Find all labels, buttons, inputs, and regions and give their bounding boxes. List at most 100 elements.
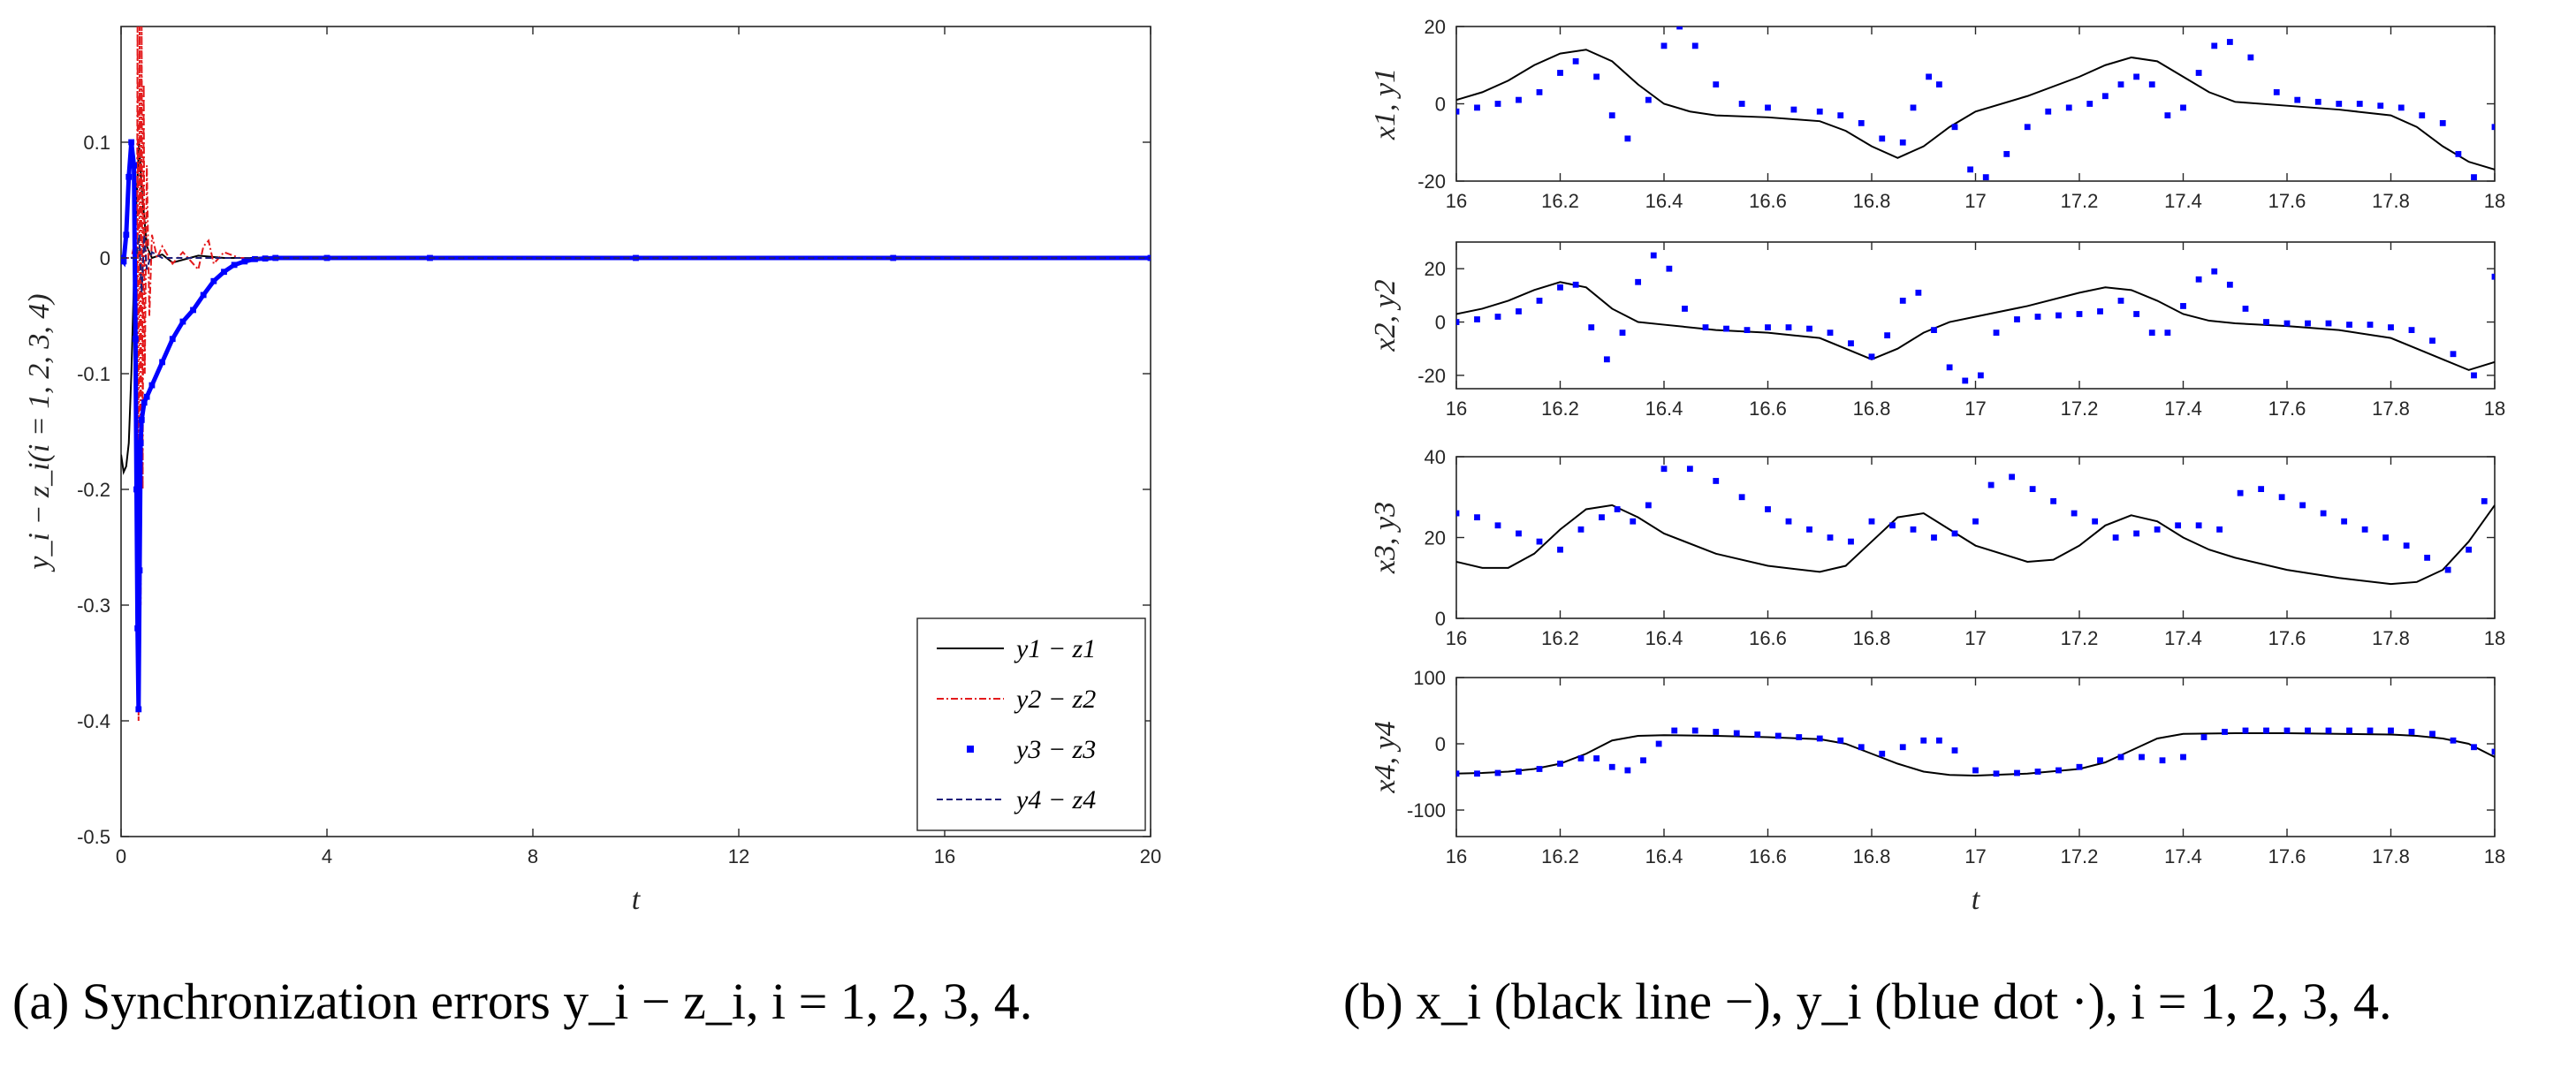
data-point xyxy=(2195,70,2202,76)
x-tick-label: 16.8 xyxy=(1853,398,1891,420)
x-tick-label: 16.4 xyxy=(1645,845,1683,867)
data-point xyxy=(1494,101,1501,107)
data-point xyxy=(2065,104,2072,111)
data-point xyxy=(1816,735,1823,742)
data-point xyxy=(1645,502,1652,509)
y-axis-label: x2, y2 xyxy=(1369,279,1402,352)
caption-a: (a) Synchronization errors y_i − z_i, i … xyxy=(12,973,1033,1030)
x-tick-label: 17.6 xyxy=(2268,627,2306,649)
x-tick-label: 16.6 xyxy=(1749,845,1787,867)
data-point xyxy=(1557,761,1563,767)
data-point xyxy=(2237,489,2244,496)
data-point xyxy=(2471,372,2477,379)
chart-x2-y2: 16 16.2 16.4 16.6 16.8 17 17.2 17.4 17.6 17.8 18 -2… xyxy=(1369,241,2505,420)
data-point xyxy=(2226,39,2233,45)
x-tick-label: 16.4 xyxy=(1645,627,1683,649)
data-point xyxy=(2195,522,2202,529)
data-point xyxy=(2242,727,2249,734)
chart-synchronization-errors: 0 4 8 12 16 20 -0.5 -0.4 -0.3 -0.2 -0.1 0 0.1 y_i − z… xyxy=(23,26,1161,916)
data-point xyxy=(1993,329,2000,337)
data-point xyxy=(2491,273,2495,280)
legend-item: y1 − z1 xyxy=(937,634,1096,663)
data-point xyxy=(1935,737,1942,744)
legend-label: y1 − z1 xyxy=(1014,634,1096,663)
data-point xyxy=(1650,252,1657,259)
data-point xyxy=(1962,377,1969,384)
y-tick-label: 0 xyxy=(1435,94,1446,116)
data-point xyxy=(2003,150,2010,157)
data-point xyxy=(1603,356,1610,363)
data-point xyxy=(1889,522,1896,529)
y-tick-label: -0.2 xyxy=(77,479,110,501)
data-point xyxy=(2148,81,2155,88)
x-tick-label: 16.6 xyxy=(1749,398,1787,420)
x-tick-label: 16 xyxy=(1446,627,1467,649)
data-point xyxy=(2429,731,2435,738)
data-point xyxy=(1931,327,1937,333)
data-point xyxy=(2034,769,2041,775)
data-point xyxy=(2361,526,2368,533)
data-point xyxy=(2101,93,2109,100)
data-point xyxy=(2305,727,2311,734)
data-point xyxy=(1456,770,1460,777)
data-point xyxy=(1702,324,1709,330)
data-point xyxy=(1848,538,1854,545)
x-tick-label: 16.2 xyxy=(1541,627,1579,649)
data-point xyxy=(2164,112,2171,119)
data-point xyxy=(1572,57,1579,64)
x-tick-label: 17.2 xyxy=(2061,190,2099,212)
data-point xyxy=(2159,757,2166,764)
data-point xyxy=(2247,54,2254,61)
x-tick-label: 18 xyxy=(2484,190,2505,212)
data-point xyxy=(2294,96,2301,103)
data-point xyxy=(1593,755,1600,761)
data-point xyxy=(2014,769,2020,776)
data-point xyxy=(1733,730,1740,737)
data-point xyxy=(2076,311,2083,317)
x-tick-label: 17 xyxy=(1964,845,1986,867)
data-point xyxy=(1494,314,1501,320)
data-point xyxy=(1516,530,1522,537)
data-point xyxy=(1926,73,1933,80)
data-point xyxy=(1536,538,1543,545)
data-point xyxy=(1827,329,1834,337)
data-point xyxy=(2397,104,2405,111)
data-point xyxy=(2299,502,2306,509)
chart-x1-y1: 16 16.2 16.4 16.6 16.8 17 17.2 17.4 17.6 17.8 18 -2… xyxy=(1369,16,2505,212)
x-tick-label: 17.4 xyxy=(2164,190,2202,212)
data-point xyxy=(2175,522,2182,529)
legend-marker xyxy=(967,746,974,753)
series-x1 xyxy=(1456,49,2495,170)
legend-label: y3 − z3 xyxy=(1014,735,1096,764)
series-x3 xyxy=(1456,504,2495,586)
x-axis-label: t xyxy=(632,883,642,916)
x-tick-label: 12 xyxy=(728,845,749,867)
data-point xyxy=(2222,729,2228,735)
data-point xyxy=(1655,740,1662,747)
data-point xyxy=(1806,526,1812,533)
data-point xyxy=(2200,734,2207,740)
legend-box xyxy=(916,617,1146,831)
data-point xyxy=(1738,494,1745,501)
data-point xyxy=(1931,534,1937,541)
x-tick-label: 17.8 xyxy=(2372,845,2410,867)
x-tick-label: 16 xyxy=(1446,398,1467,420)
x-tick-label: 4 xyxy=(322,845,332,867)
data-point xyxy=(1713,81,1720,88)
series-y3 xyxy=(1456,466,2488,573)
data-point xyxy=(1879,135,1886,142)
data-point xyxy=(2034,314,2041,320)
data-point xyxy=(1899,139,1906,146)
data-point xyxy=(1765,324,1771,330)
x-tick-label: 17.8 xyxy=(2372,627,2410,649)
data-point xyxy=(1982,174,1989,181)
data-point xyxy=(1993,770,2000,777)
data-point xyxy=(1738,101,1745,107)
data-point xyxy=(1474,104,1480,111)
data-point xyxy=(1796,734,1803,740)
data-point xyxy=(1572,281,1579,288)
y-tick-label: -0.5 xyxy=(77,826,110,848)
y-tick-label: 0 xyxy=(100,247,110,269)
x-tick-label: 17.2 xyxy=(2061,627,2099,649)
data-point xyxy=(2009,473,2016,481)
